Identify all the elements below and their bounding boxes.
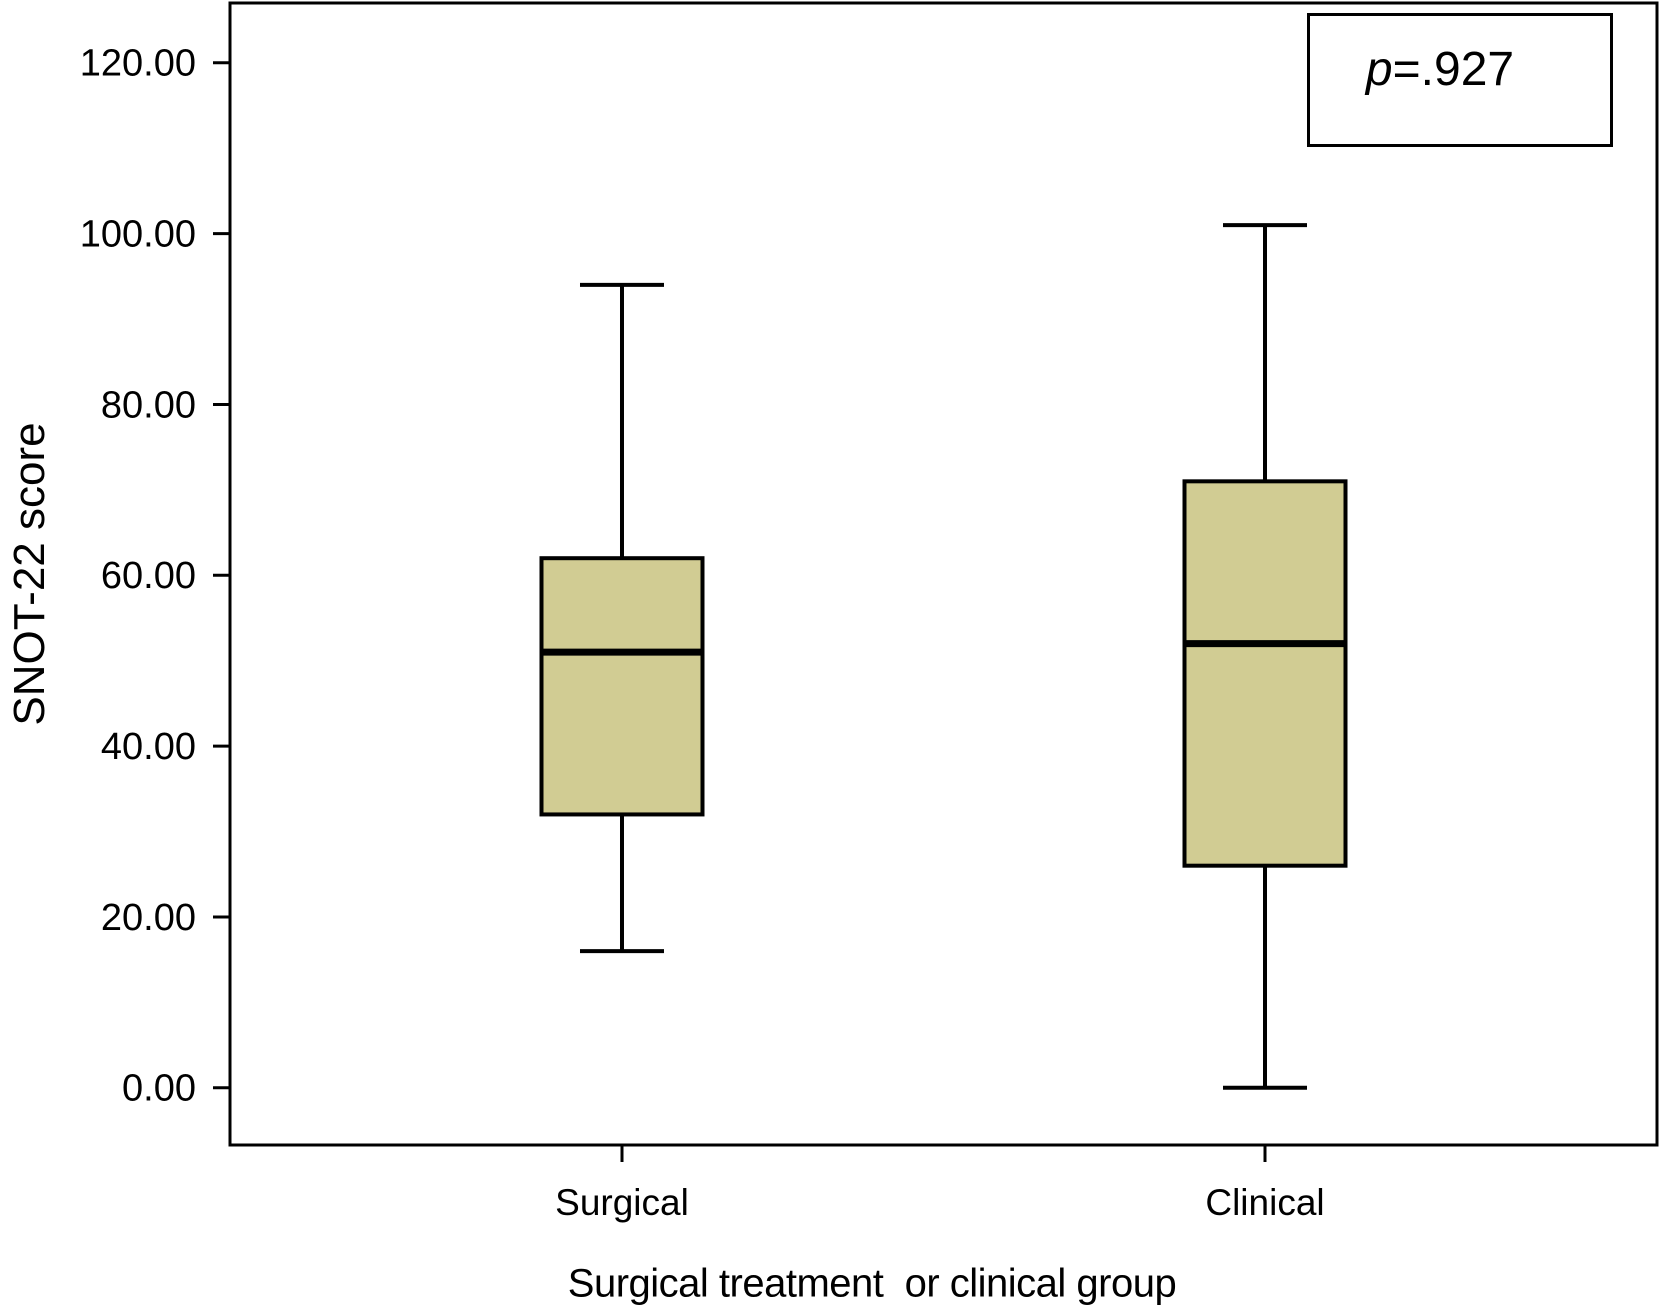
plot-frame	[228, 1, 1659, 1147]
y-tick-label: 120.00	[80, 43, 196, 85]
y-tick-label: 0.00	[122, 1068, 196, 1110]
p-value-box: p =.927	[1307, 13, 1613, 147]
iqr-box	[1182, 479, 1348, 868]
iqr-box	[539, 556, 705, 817]
y-tick-label: 20.00	[101, 897, 196, 939]
y-tick-label: 60.00	[101, 555, 196, 597]
y-axis-title: SNOT-22 score	[5, 422, 54, 726]
x-axis-title: Surgical treatment or clinical group	[567, 1261, 1177, 1306]
x-tick-label: Clinical	[1205, 1182, 1324, 1223]
p-value-symbol: p	[1365, 42, 1393, 96]
y-tick-label: 80.00	[101, 384, 196, 426]
p-value-text: =.927	[1392, 42, 1515, 96]
x-tick-label: Surgical	[555, 1182, 689, 1223]
y-tick-label: 100.00	[80, 214, 196, 256]
y-tick-label: 40.00	[101, 726, 196, 768]
